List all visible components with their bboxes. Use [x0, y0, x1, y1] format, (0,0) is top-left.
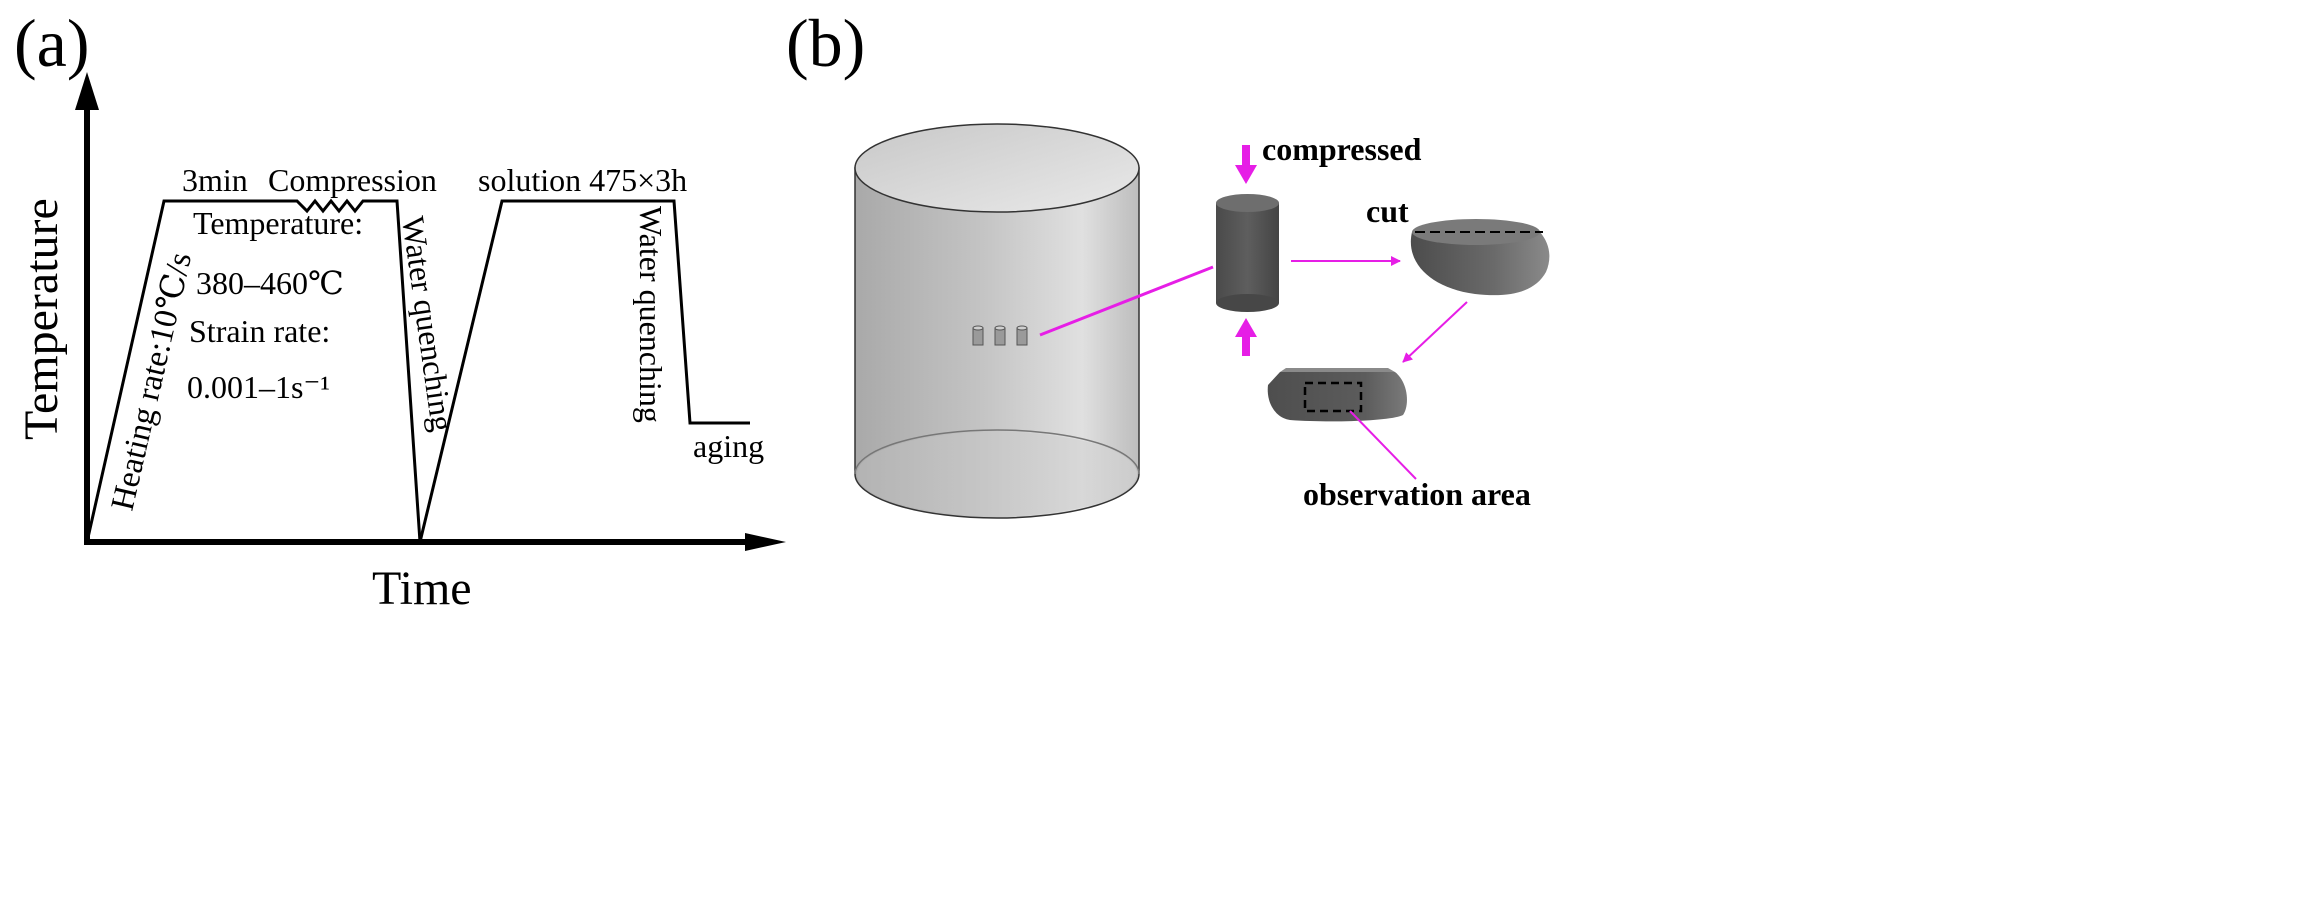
water-quenching-label-2: Water quenching [633, 206, 669, 423]
observation-box [1303, 381, 1363, 413]
arrow-to-section [1402, 301, 1468, 363]
sectioned-sample [1267, 368, 1407, 422]
strain-rate-label: Strain rate: [189, 313, 330, 349]
x-axis-arrowhead [745, 533, 786, 551]
barrel-sample [1410, 219, 1550, 296]
x-axis-title: Time [372, 562, 472, 615]
panel-b-label: (b) [786, 5, 865, 81]
observation-area-label: observation area [1303, 476, 1531, 512]
cut-label: cut [1366, 193, 1409, 229]
panel-b: (b) [786, 5, 1550, 519]
specimen-connector-line [1039, 265, 1214, 337]
strain-rate-range: 0.001–1s⁻¹ [187, 369, 330, 405]
compression-arrow-top [1235, 145, 1257, 184]
compression-arrow-bottom [1235, 318, 1257, 356]
heat-treatment-line [418, 199, 750, 543]
y-axis-arrowhead [75, 72, 99, 110]
heating-rate-label: Heating rate:10℃/s [105, 249, 199, 514]
ingot-cylinder [854, 123, 1140, 519]
panel-a: (a) Time Temperature Heating rate:10℃/s … [14, 5, 786, 615]
specimen-positions [972, 325, 1028, 346]
observation-leader-line [1349, 410, 1417, 480]
y-axis-title: Temperature [15, 198, 68, 440]
solution-label: solution 475×3h [478, 162, 687, 198]
compression-cycle-line [85, 198, 422, 543]
compressed-label: compressed [1262, 131, 1422, 167]
hold-time-label: 3min [182, 162, 248, 198]
temperature-label: Temperature: [193, 205, 363, 241]
panel-a-label: (a) [14, 5, 89, 81]
temperature-range: 380–460℃ [196, 265, 344, 301]
aging-label: aging [693, 428, 764, 464]
compression-label: Compression [268, 162, 437, 198]
compression-specimen [1216, 194, 1279, 312]
